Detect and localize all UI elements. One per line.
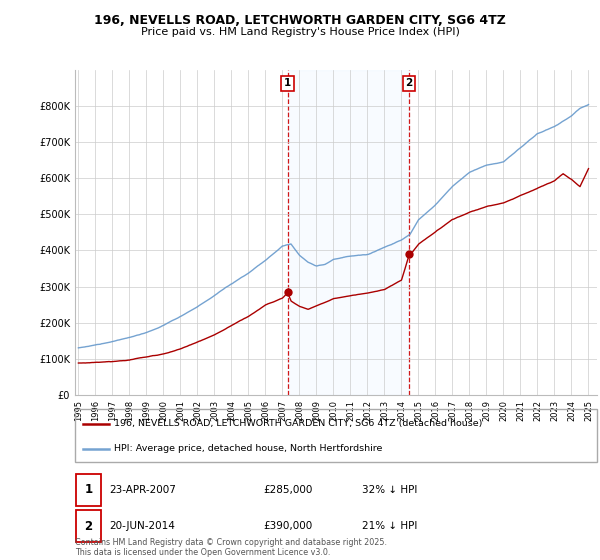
Bar (76, 510, 101, 542)
Text: 2: 2 (85, 520, 92, 533)
Bar (287, 70, 409, 395)
Text: 196, NEVELLS ROAD, LETCHWORTH GARDEN CITY, SG6 4TZ: 196, NEVELLS ROAD, LETCHWORTH GARDEN CIT… (94, 14, 506, 27)
Text: 196, NEVELLS ROAD, LETCHWORTH GARDEN CITY, SG6 4TZ (detached house): 196, NEVELLS ROAD, LETCHWORTH GARDEN CIT… (114, 419, 482, 428)
Text: 23-APR-2007: 23-APR-2007 (109, 485, 176, 495)
Text: Price paid vs. HM Land Registry's House Price Index (HPI): Price paid vs. HM Land Registry's House … (140, 27, 460, 37)
Text: 2: 2 (406, 78, 413, 88)
Text: Contains HM Land Registry data © Crown copyright and database right 2025.
This d: Contains HM Land Registry data © Crown c… (75, 538, 387, 557)
Text: 20-JUN-2014: 20-JUN-2014 (109, 521, 175, 531)
Text: 21% ↓ HPI: 21% ↓ HPI (362, 521, 418, 531)
Text: £390,000: £390,000 (263, 521, 312, 531)
Text: £285,000: £285,000 (263, 485, 312, 495)
Text: HPI: Average price, detached house, North Hertfordshire: HPI: Average price, detached house, Nort… (114, 444, 383, 453)
Bar (76, 474, 101, 506)
Text: 1: 1 (85, 483, 92, 496)
Text: 1: 1 (284, 78, 291, 88)
Text: 32% ↓ HPI: 32% ↓ HPI (362, 485, 418, 495)
